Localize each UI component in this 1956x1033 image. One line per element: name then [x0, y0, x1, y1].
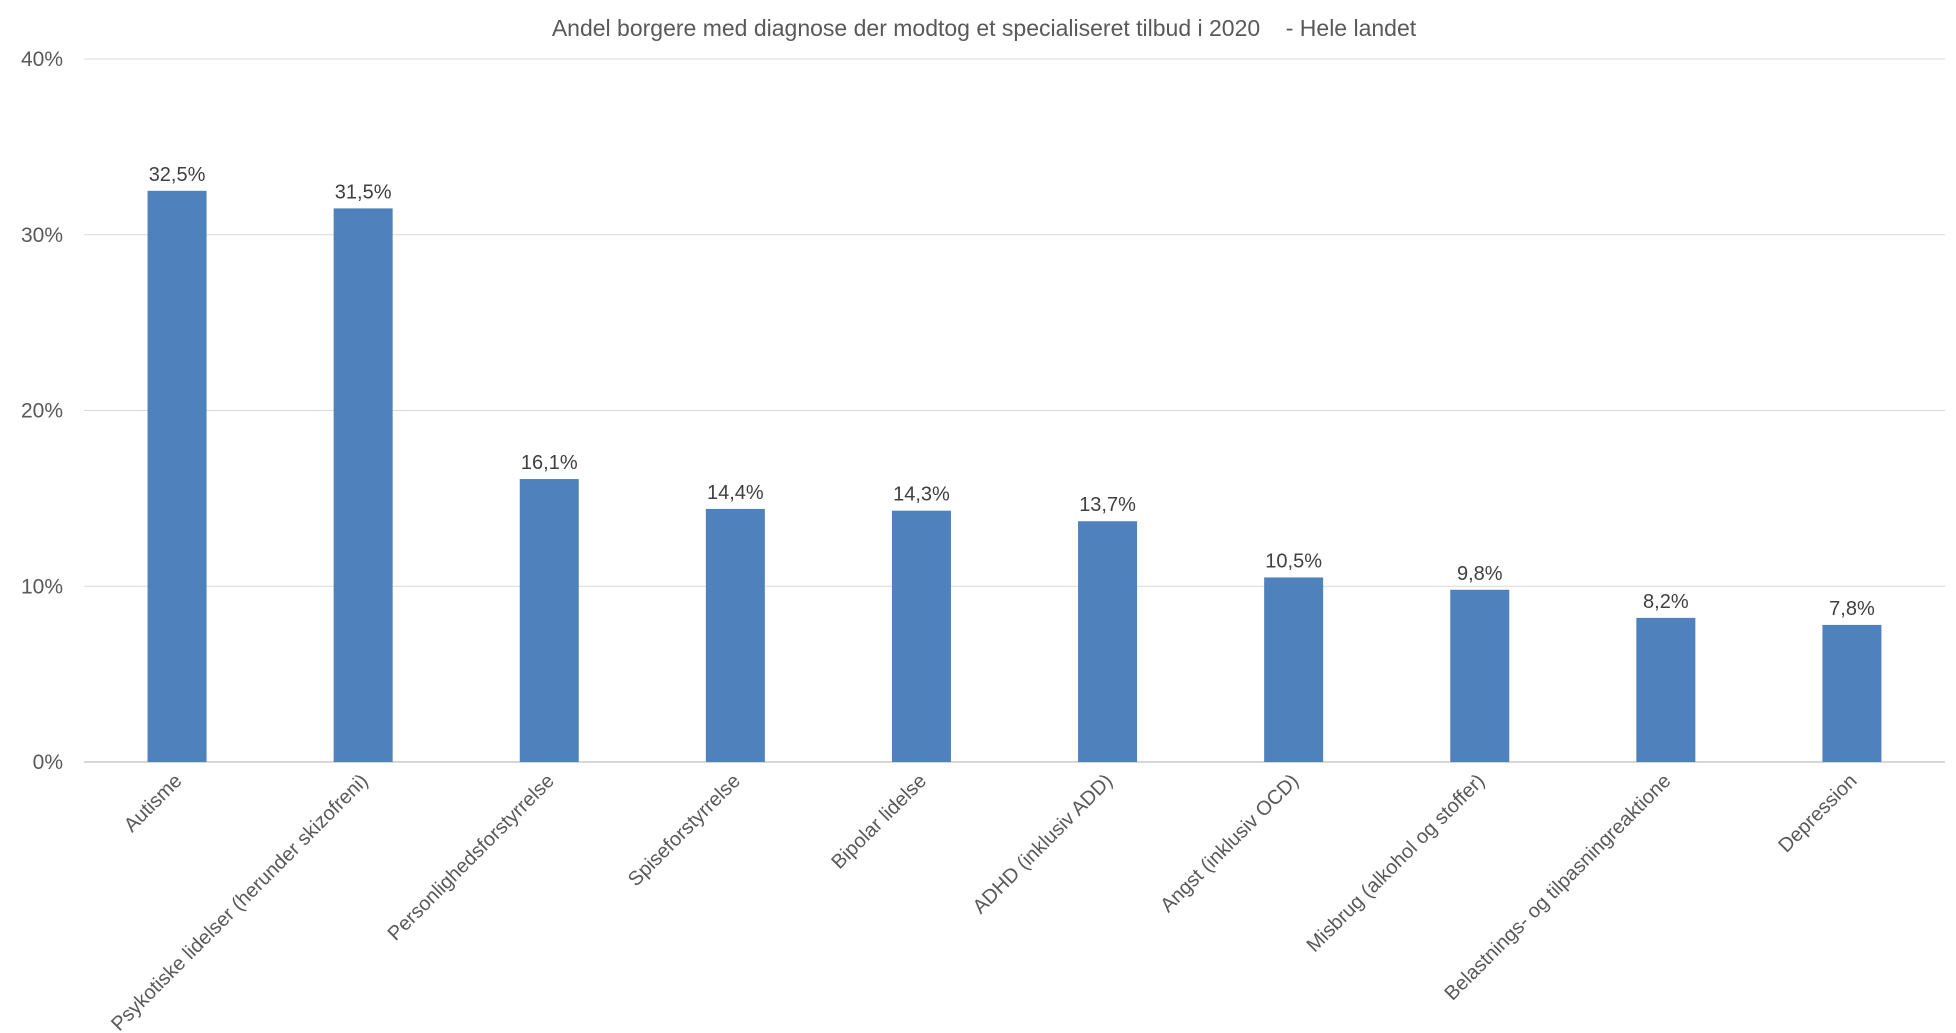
bar [891, 510, 951, 762]
data-label: 31,5% [335, 181, 392, 203]
y-tick-label: 20% [21, 400, 63, 423]
bar [1078, 521, 1138, 762]
bar [519, 479, 579, 762]
bar [1822, 624, 1882, 762]
x-category-label: ADHD (inklusiv ADD) [969, 770, 1117, 918]
data-label: 32,5% [149, 164, 206, 186]
chart-title: Andel borgere med diagnose der modtog et… [552, 15, 1417, 41]
bar [1264, 577, 1324, 762]
x-category-label: Spiseforstyrrelse [624, 770, 745, 891]
bar [705, 508, 765, 762]
data-label: 16,1% [521, 452, 578, 474]
x-category-label: Autisme [120, 770, 187, 837]
y-tick-label: 40% [21, 48, 63, 71]
bar [147, 190, 207, 762]
data-label: 14,3% [893, 484, 950, 506]
bars [147, 190, 1882, 762]
data-label: 14,4% [707, 482, 764, 504]
bar [333, 208, 393, 762]
gridlines [84, 58, 1945, 763]
data-labels: 32,5% 31,5% 16,1% 14,4% 14,3% 13,7% 10,5% 9,8% 8… [149, 164, 1875, 620]
x-category-label: Belastnings- og tilpasningreaktione [1440, 770, 1675, 1005]
x-category-label: Misbrug (alkohol og stoffer) [1303, 770, 1490, 957]
data-label: 13,7% [1079, 494, 1136, 516]
x-category-label: Angst (inklusiv OCD) [1156, 770, 1303, 917]
bar [1450, 589, 1510, 762]
data-label: 8,2% [1643, 591, 1689, 613]
x-category-label: Depression [1774, 770, 1861, 857]
bar [1636, 617, 1696, 762]
data-label: 7,8% [1829, 598, 1875, 620]
y-tick-label: 0% [33, 751, 63, 774]
data-label: 9,8% [1457, 563, 1503, 585]
x-category-label: Personlighedsforstyrrelse [384, 770, 559, 945]
y-tick-label: 30% [21, 224, 63, 247]
data-label: 10,5% [1265, 550, 1322, 572]
y-axis-ticks: 0% 10% 20% 30% 40% [21, 48, 63, 774]
x-category-label: Bipolar lidelse [827, 770, 931, 874]
y-tick-label: 10% [21, 575, 63, 598]
